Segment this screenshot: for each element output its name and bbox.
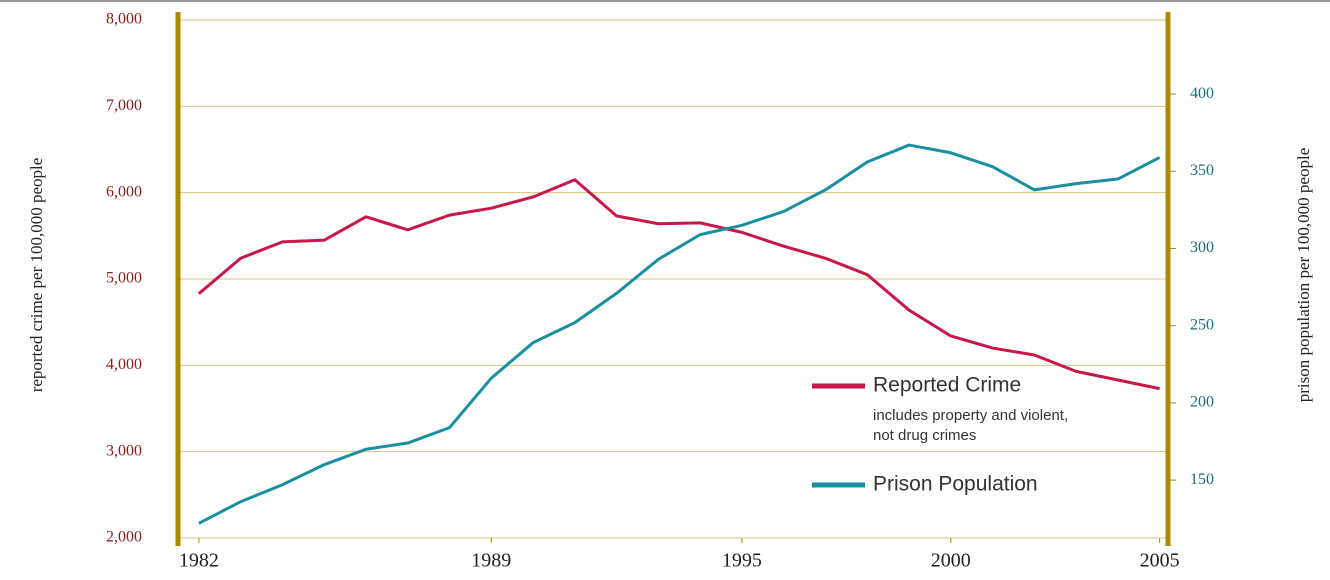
- y-tick-label: 3,000: [106, 442, 142, 459]
- y2-tick-label: 150: [1190, 471, 1214, 488]
- y-tick-label: 7,000: [106, 97, 142, 114]
- y2-tick-label: 250: [1190, 316, 1214, 333]
- x-tick-label: 2005: [1140, 550, 1180, 572]
- y2-tick-label: 300: [1190, 239, 1214, 256]
- x-tick-label: 1982: [179, 550, 219, 572]
- y-tick-label: 2,000: [106, 529, 142, 546]
- y-tick-label: 8,000: [106, 11, 142, 28]
- legend-note: not drug crimes: [873, 427, 976, 444]
- legend-note: includes property and violent,: [873, 407, 1068, 424]
- legend-label: Reported Crime: [873, 374, 1021, 397]
- y-tick-label: 6,000: [106, 183, 142, 200]
- y-axis-label: reported crime per 100,000 people: [27, 158, 46, 393]
- x-tick-label: 2000: [931, 550, 971, 572]
- y2-tick-label: 200: [1190, 394, 1214, 411]
- line-series: [198, 143, 1161, 525]
- line-series: [197, 178, 1160, 391]
- y2-axis-label: prison population per 100,000 people: [1294, 148, 1313, 403]
- y-tick-label: 4,000: [106, 356, 142, 373]
- y-tick-label: 5,000: [106, 270, 142, 287]
- x-tick-label: 1989: [471, 550, 511, 572]
- legend-label: Prison Population: [873, 473, 1038, 496]
- y2-tick-label: 400: [1190, 85, 1214, 102]
- y2-tick-label: 350: [1190, 162, 1214, 179]
- x-tick-label: 1995: [722, 550, 762, 572]
